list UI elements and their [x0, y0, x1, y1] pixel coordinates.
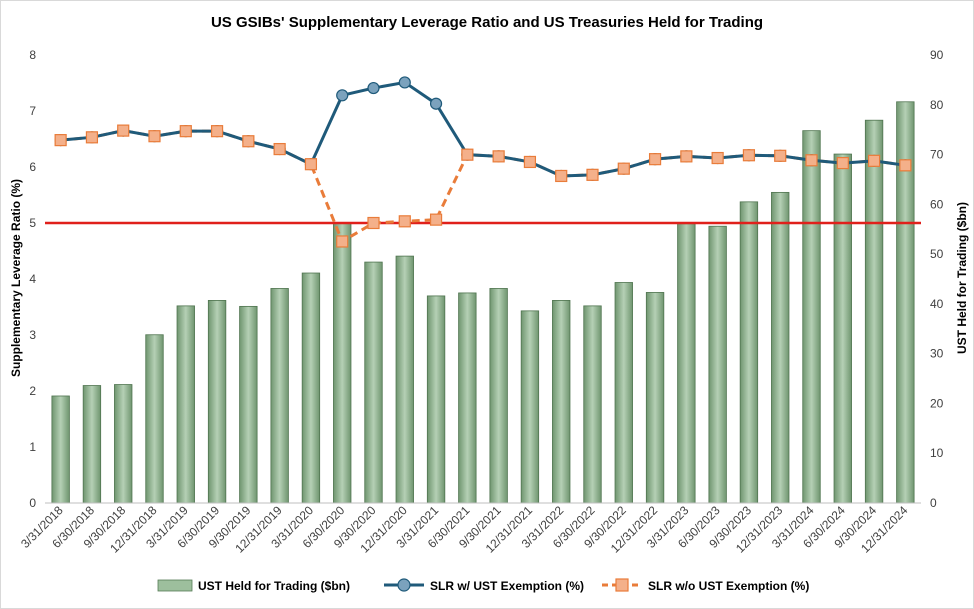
bar-ust	[833, 153, 852, 504]
point-slr-without	[899, 159, 912, 172]
point-slr-with	[336, 89, 349, 102]
bar-ust	[176, 305, 195, 504]
bar-ust	[364, 261, 383, 504]
bar-ust	[645, 292, 665, 504]
point-slr-with	[367, 81, 380, 95]
y-left-tick: 1	[29, 440, 36, 454]
point-slr-without	[867, 154, 881, 167]
point-slr-without	[148, 130, 161, 143]
point-slr-without	[242, 135, 255, 148]
legend-item-slr-with: SLR w/ UST Exemption (%)	[384, 578, 584, 593]
bar-ust	[207, 300, 227, 504]
bar-ust	[458, 292, 477, 504]
y-left-tick: 7	[29, 104, 36, 118]
legend-label-ust: UST Held for Trading ($bn)	[198, 579, 350, 593]
bar-ust	[552, 300, 571, 504]
legend-swatch-bar	[157, 579, 193, 592]
y-right-tick: 10	[930, 446, 944, 460]
bar-ust	[583, 305, 602, 504]
chart-title: US GSIBs' Supplementary Leverage Ratio a…	[211, 14, 763, 31]
point-slr-without	[648, 153, 662, 166]
legend-item-slr-without: SLR w/o UST Exemption (%)	[602, 578, 809, 593]
point-slr-without	[492, 150, 505, 163]
bar-ust	[677, 223, 696, 504]
point-slr-without	[117, 124, 130, 137]
point-slr-without	[210, 125, 224, 138]
bar-ust	[771, 191, 790, 504]
bar-ust	[426, 295, 446, 504]
right-ticks-group: 0 10 20 30 40 50 60 70 80 90	[930, 48, 944, 510]
legend-label-slr-with: SLR w/ UST Exemption (%)	[430, 579, 584, 593]
point-slr-without	[836, 156, 849, 170]
bar-ust	[864, 119, 884, 504]
legend: UST Held for Trading ($bn) SLR w/ UST Ex…	[157, 578, 809, 593]
y-right-tick: 20	[930, 396, 944, 410]
y-left-tick: 2	[29, 384, 36, 398]
bar-ust	[614, 282, 633, 504]
legend-marker-circle	[397, 578, 411, 592]
bar-ust	[708, 225, 727, 504]
point-slr-without	[523, 155, 537, 169]
series-line-slr-with	[60, 80, 906, 178]
point-slr-without	[680, 150, 693, 163]
y-left-tick: 6	[29, 160, 36, 174]
y-left-tick: 4	[29, 272, 36, 286]
point-slr-without	[398, 215, 411, 228]
point-slr-without	[179, 125, 192, 138]
point-slr-without	[336, 235, 349, 248]
left-ticks-group: 0 1 2 3 4 5 6 7 8	[29, 48, 36, 510]
bar-ust	[239, 305, 258, 504]
bar-ust	[395, 255, 414, 504]
y-right-axis-label: UST Held for Trading ($bn)	[955, 202, 969, 354]
y-left-tick: 3	[29, 328, 36, 342]
y-right-tick: 0	[930, 496, 937, 510]
bar-ust	[51, 395, 70, 504]
point-slr-without	[85, 131, 99, 144]
point-slr-without	[805, 154, 818, 167]
legend-label-slr-without: SLR w/o UST Exemption (%)	[648, 579, 809, 593]
point-slr-without	[617, 162, 630, 175]
bar-ust	[802, 130, 821, 504]
bar-ust	[270, 288, 289, 504]
lines-group	[54, 76, 912, 248]
bar-ust	[82, 385, 102, 504]
bar-ust	[489, 288, 508, 504]
bar-ust	[520, 310, 540, 504]
y-right-tick: 60	[930, 197, 944, 211]
point-slr-with	[398, 76, 411, 89]
y-left-tick: 0	[29, 496, 36, 510]
point-slr-without	[742, 149, 756, 162]
point-slr-without	[586, 168, 599, 181]
bar-ust	[739, 201, 759, 504]
point-slr-without	[711, 151, 724, 165]
point-slr-without	[555, 169, 568, 183]
point-slr-without	[461, 148, 474, 161]
y-left-tick: 8	[29, 48, 36, 62]
y-left-axis-label: Supplementary Leverage Ratio (%)	[9, 179, 23, 377]
point-slr-with	[429, 97, 443, 110]
point-slr-without	[367, 216, 380, 230]
bar-ust	[114, 384, 133, 504]
bar-ust	[333, 222, 352, 504]
y-right-tick: 30	[930, 347, 944, 361]
bar-ust	[301, 272, 321, 504]
y-right-tick: 50	[930, 247, 944, 261]
y-right-tick: 70	[930, 148, 944, 162]
point-slr-without	[429, 213, 443, 226]
y-right-tick: 40	[930, 297, 944, 311]
bars-group	[51, 101, 915, 504]
legend-marker-square	[615, 578, 629, 592]
point-slr-without	[54, 134, 67, 147]
bar-ust	[145, 334, 164, 504]
y-right-tick: 80	[930, 98, 944, 112]
y-left-tick: 5	[29, 216, 36, 230]
legend-item-ust: UST Held for Trading ($bn)	[157, 579, 350, 593]
point-slr-without	[273, 142, 286, 156]
point-slr-without	[304, 158, 318, 171]
y-right-tick: 90	[930, 48, 944, 62]
point-slr-without	[774, 149, 787, 162]
